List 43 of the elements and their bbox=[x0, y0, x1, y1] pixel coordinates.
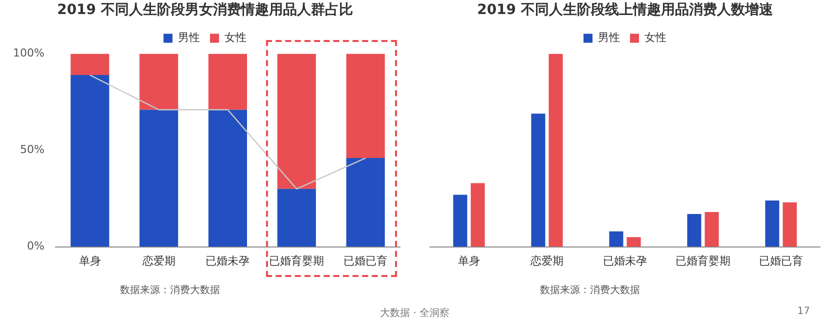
x-tick-label: 单身 bbox=[458, 254, 480, 268]
bar bbox=[346, 158, 385, 247]
x-tick-label: 恋爱期 bbox=[141, 254, 176, 268]
bar bbox=[208, 54, 248, 110]
bar bbox=[140, 110, 178, 247]
bar bbox=[765, 200, 780, 247]
x-tick-label: 已婚未孕 bbox=[603, 254, 647, 268]
source-note: 数据来源：消费大数据 bbox=[120, 284, 220, 297]
bar bbox=[609, 231, 624, 247]
legend-label: 女性 bbox=[644, 31, 666, 44]
bar bbox=[208, 110, 248, 247]
bar bbox=[782, 202, 797, 247]
x-tick-label: 已婚育婴期 bbox=[269, 254, 324, 268]
y-tick-label: 0% bbox=[26, 240, 44, 253]
x-tick-label: 单身 bbox=[78, 254, 101, 268]
bar bbox=[70, 75, 110, 247]
bar bbox=[277, 54, 316, 189]
text: 大数据 · 全洞察 bbox=[380, 306, 450, 320]
bar bbox=[277, 188, 316, 247]
y-tick-label: 100% bbox=[12, 46, 44, 60]
bar bbox=[687, 214, 702, 247]
bar bbox=[626, 237, 641, 247]
chart-title: 2019 不同人生阶段线上情趣用品消费人数增速 bbox=[477, 2, 774, 18]
x-tick-label: 恋爱期 bbox=[530, 254, 564, 268]
bar bbox=[70, 54, 110, 76]
bar bbox=[140, 54, 178, 110]
bar bbox=[531, 114, 546, 247]
bar bbox=[453, 194, 468, 247]
bar bbox=[548, 54, 563, 247]
x-tick-label: 已婚已育 bbox=[759, 254, 803, 268]
source-note: 数据来源：消费大数据 bbox=[540, 284, 640, 297]
legend-label: 男性 bbox=[598, 31, 620, 44]
text: 17 bbox=[797, 306, 810, 317]
y-tick-label: 50% bbox=[20, 143, 44, 156]
bar bbox=[470, 183, 485, 247]
bar bbox=[704, 212, 719, 247]
chart-title: 2019 不同人生阶段男女消费情趣用品人群占比 bbox=[57, 2, 353, 18]
legend-label: 男性 bbox=[178, 31, 200, 44]
x-tick-label: 已婚已育 bbox=[344, 254, 388, 268]
legend-label: 女性 bbox=[224, 31, 246, 44]
x-tick-label: 已婚育婴期 bbox=[676, 254, 730, 268]
x-tick-label: 已婚未孕 bbox=[206, 254, 250, 268]
bar bbox=[346, 54, 385, 158]
